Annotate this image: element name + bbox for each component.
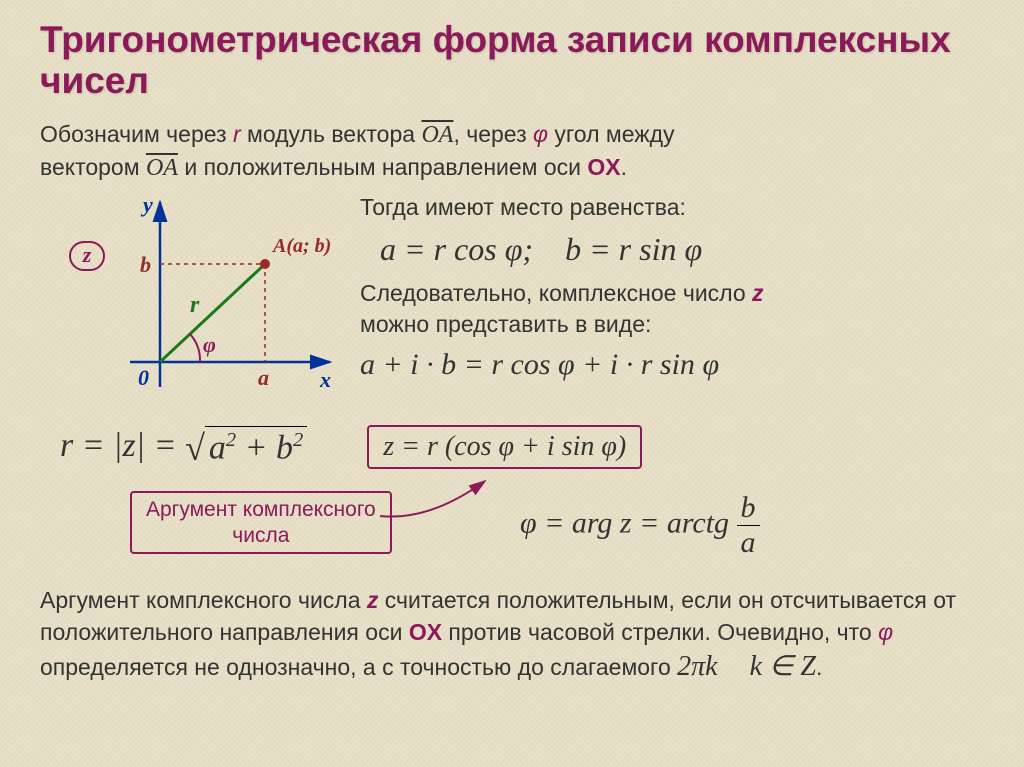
eq-modulus: r = |z| = √a2 + b2 xyxy=(60,426,307,467)
then-equalities: Тогда имеют место равенства: xyxy=(360,192,984,223)
t: Аргумент комплексного числа xyxy=(40,587,367,613)
var-z: z xyxy=(752,280,764,306)
phi-label: φ xyxy=(203,332,216,357)
frac-num: b xyxy=(737,493,760,526)
vector-OA: OA xyxy=(421,122,453,148)
var-z-2: z xyxy=(367,587,379,613)
eq-a-plus-ib: a + i · b = r cos φ + i · r sin φ xyxy=(360,348,984,382)
r-label: r xyxy=(190,292,200,318)
vector-OA-2: OA xyxy=(146,155,178,181)
t: вектором xyxy=(40,154,146,180)
t: , через xyxy=(453,121,533,147)
frac-den: a xyxy=(737,526,760,558)
origin-label: 0 xyxy=(138,365,149,390)
eq-trig-form-box: z = r (cos φ + i sin φ) xyxy=(367,425,642,469)
diagram-container: z y x 0 A(a; b) b a r φ xyxy=(40,192,340,412)
axis-OX: OX xyxy=(587,154,620,180)
y-axis-label: y xyxy=(140,192,153,217)
coord-diagram: z y x 0 A(a; b) b a r φ xyxy=(40,192,340,412)
t: против часовой стрелки. Очевидно, что xyxy=(442,619,878,645)
t: Следовательно, комплексное число xyxy=(360,280,752,306)
a-label: a xyxy=(258,365,269,390)
b-label: b xyxy=(140,252,151,277)
var-phi-2: φ xyxy=(878,619,893,645)
therefore-text: Следовательно, комплексное число z можно… xyxy=(360,278,984,340)
z-label: z xyxy=(82,242,92,267)
argument-label-box: Аргумент комплексногочисла xyxy=(130,491,392,553)
var-phi: φ xyxy=(533,121,548,147)
footer-paragraph: Аргумент комплексного числа z считается … xyxy=(40,585,984,685)
point-A-label: A(a; b) xyxy=(271,235,331,257)
t: Обозначим через xyxy=(40,121,233,147)
x-axis-label: x xyxy=(319,367,331,392)
t: модуль вектора xyxy=(241,121,422,147)
t: . xyxy=(816,654,822,680)
arrow-connector xyxy=(370,471,500,541)
page-title: Тригонометрическая форма записи комплекс… xyxy=(40,20,984,101)
t: можно представить в виде: xyxy=(360,311,651,337)
axis-OX-2: OX xyxy=(409,619,442,645)
t: определяется не однозначно, а с точность… xyxy=(40,654,677,680)
intro-paragraph: Обозначим через r модуль вектора OA, чер… xyxy=(40,119,984,184)
var-r: r xyxy=(233,121,241,147)
eq-a-b: a = r cos φ; b = r sin φ xyxy=(380,231,984,268)
t: и положительным направлением оси xyxy=(178,154,587,180)
t: . xyxy=(621,154,627,180)
t: угол между xyxy=(548,121,675,147)
eq-argument: φ = arg z = arctg ba xyxy=(520,493,760,558)
